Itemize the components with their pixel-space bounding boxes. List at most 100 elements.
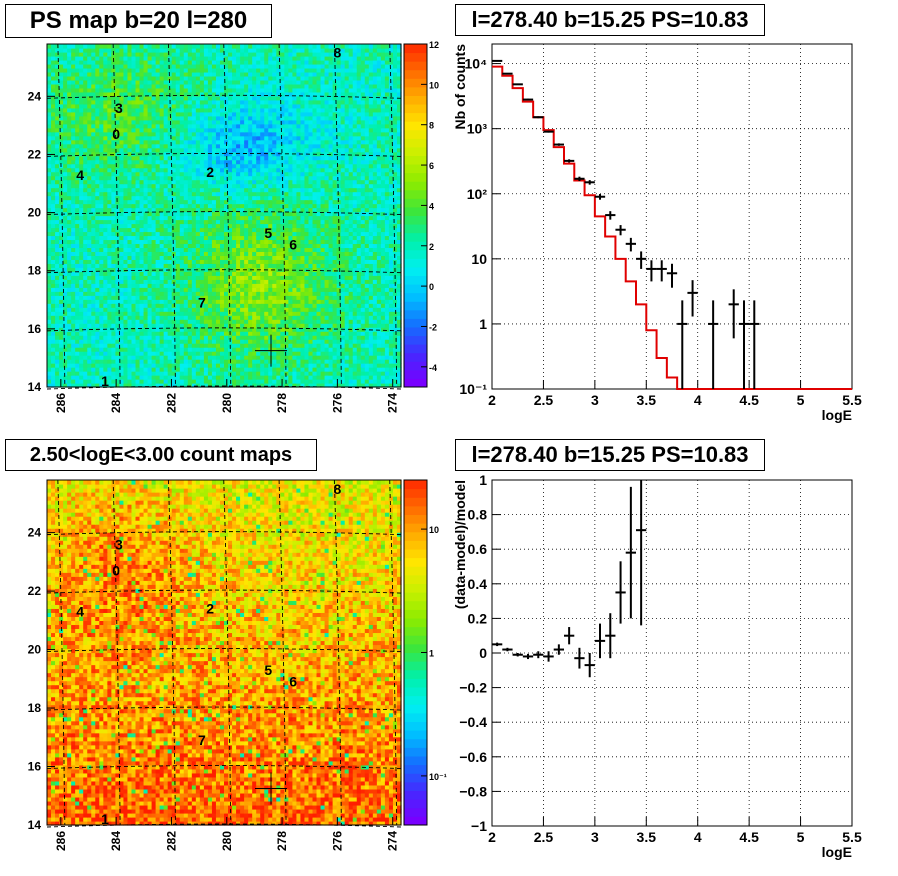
- heatmap-cell: [260, 371, 265, 376]
- heatmap-cell: [340, 259, 346, 264]
- heatmap-cell: [348, 335, 354, 340]
- heatmap-cell: [167, 343, 173, 348]
- heatmap-cell: [79, 307, 84, 312]
- heatmap-cell: [256, 303, 261, 308]
- heatmap-cell: [276, 323, 281, 328]
- heatmap-cell: [256, 231, 261, 237]
- heatmap-cell: [199, 351, 205, 356]
- heatmap-cell: [360, 263, 366, 268]
- heatmap-cell: [368, 183, 374, 189]
- heatmap-cell: [111, 179, 116, 185]
- heatmap-cell: [248, 259, 253, 264]
- heatmap-cell: [107, 307, 112, 312]
- heatmap-cell: [352, 211, 358, 217]
- heatmap-cell: [175, 231, 181, 237]
- heatmap-cell: [256, 211, 261, 217]
- heatmap-cell: [264, 159, 269, 165]
- heatmap-cell: [87, 239, 92, 245]
- heatmap-cell: [83, 255, 88, 260]
- heatmap-cell: [308, 327, 314, 332]
- heatmap-cell: [83, 343, 88, 348]
- heatmap-cell: [155, 179, 161, 185]
- heatmap-cell: [392, 243, 398, 249]
- heatmap-cell: [228, 303, 233, 308]
- heatmap-cell: [396, 351, 402, 356]
- heatmap-cell: [107, 383, 112, 388]
- heatmap-cell: [376, 255, 382, 260]
- heatmap-cell: [352, 379, 358, 384]
- heatmap-cell: [75, 195, 80, 201]
- heatmap-cell: [63, 223, 68, 229]
- heatmap-cell: [284, 335, 289, 340]
- heatmap-cell: [135, 367, 141, 372]
- heatmap-cell: [83, 191, 88, 197]
- heatmap-cell: [260, 359, 265, 364]
- heatmap-cell: [280, 243, 285, 249]
- heatmap-cell: [99, 283, 104, 288]
- heatmap-cell: [380, 367, 386, 372]
- heatmap-cell: [75, 259, 80, 264]
- heatmap-cell: [127, 231, 133, 237]
- heatmap-cell: [308, 383, 314, 388]
- heatmap-cell: [147, 263, 153, 268]
- heatmap-cell: [392, 299, 398, 304]
- heatmap-cell: [179, 335, 185, 340]
- heatmap-cell: [236, 263, 241, 268]
- heatmap-cell: [135, 331, 141, 336]
- heatmap-cell: [236, 215, 241, 221]
- heatmap-cell: [147, 163, 153, 169]
- heatmap-cell: [392, 271, 398, 276]
- heatmap-cell: [224, 311, 229, 316]
- heatmap-cell: [67, 323, 72, 328]
- heatmap-cell: [236, 227, 241, 233]
- heatmap-cell: [356, 271, 362, 276]
- heatmap-cell: [256, 331, 261, 336]
- heatmap-cell: [280, 167, 285, 173]
- heatmap-cell: [67, 203, 72, 209]
- heatmap-cell: [232, 207, 237, 213]
- heatmap-cell: [71, 251, 76, 256]
- heatmap-cell: [356, 359, 362, 364]
- heatmap-cell: [151, 243, 157, 249]
- heatmap-cell: [280, 315, 285, 320]
- heatmap-cell: [352, 371, 358, 376]
- heatmap-cell: [155, 223, 161, 229]
- heatmap-cell: [368, 299, 374, 304]
- heatmap-cell: [288, 379, 293, 384]
- heatmap-cell: [328, 191, 334, 197]
- heatmap-cell: [256, 319, 261, 324]
- heatmap-cell: [260, 327, 265, 332]
- heatmap-cell: [244, 243, 249, 249]
- heatmap-cell: [252, 171, 257, 177]
- heatmap-cell: [127, 259, 133, 264]
- heatmap-cell: [179, 291, 185, 296]
- heatmap-cell: [256, 299, 261, 304]
- heatmap-cell: [143, 263, 149, 268]
- heatmap-cell: [300, 215, 306, 221]
- heatmap-cell: [320, 179, 326, 185]
- heatmap-cell: [175, 291, 181, 296]
- heatmap-cell: [67, 343, 72, 348]
- heatmap-cell: [288, 355, 293, 360]
- heatmap-cell: [292, 347, 298, 352]
- heatmap-cell: [79, 183, 84, 189]
- heatmap-cell: [276, 231, 281, 237]
- heatmap-cell: [163, 287, 169, 292]
- heatmap-cell: [224, 267, 229, 272]
- heatmap-cell: [228, 187, 233, 193]
- heatmap-cell: [59, 327, 64, 332]
- heatmap-cell: [340, 339, 346, 344]
- heatmap-cell: [119, 383, 125, 388]
- heatmap-cell: [296, 371, 302, 376]
- heatmap-cell: [316, 251, 322, 256]
- heatmap-cell: [332, 351, 338, 356]
- heatmap-cell: [388, 219, 394, 225]
- heatmap-cell: [352, 323, 358, 328]
- heatmap-cell: [252, 327, 257, 332]
- heatmap-cell: [99, 223, 104, 229]
- heatmap-cell: [155, 283, 161, 288]
- heatmap-cell: [131, 335, 137, 340]
- heatmap-cell: [272, 295, 277, 300]
- heatmap-cell: [256, 359, 261, 364]
- heatmap-cell: [380, 339, 386, 344]
